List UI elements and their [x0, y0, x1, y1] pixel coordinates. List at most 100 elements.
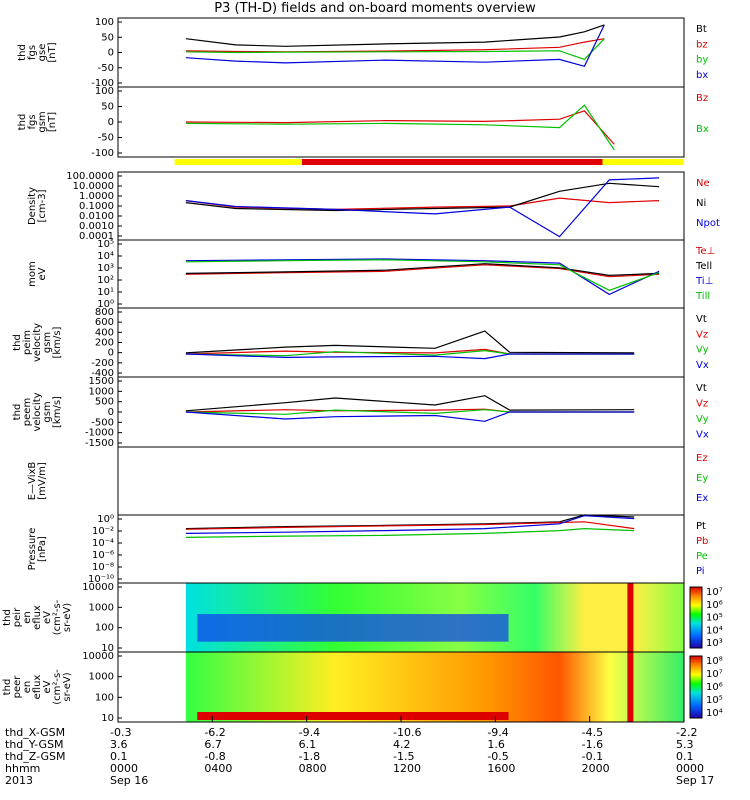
legend-label: Vz: [696, 399, 708, 410]
legend-label: Npot: [696, 218, 720, 229]
y-axis-label: mom: [27, 261, 38, 287]
mode-bar-segment: [602, 159, 684, 165]
colorbar-tick-label: 10³: [706, 638, 723, 649]
legend-label: Pb: [696, 536, 708, 547]
y-axis-label: [nT]: [47, 112, 58, 132]
y-tick-label: -200: [91, 358, 114, 369]
y-axis-label: gse: [37, 44, 48, 62]
ephemeris-value: 2000: [581, 762, 610, 775]
y-tick-label: 10⁻⁴: [92, 538, 114, 549]
mode-bar-segment: [301, 159, 603, 165]
ephemeris-row-label: thd_Y-GSM: [5, 738, 64, 751]
y-axis-label: gsm: [42, 401, 53, 422]
y-axis-label: [km/s]: [52, 326, 63, 358]
legend-label: Bt: [696, 24, 707, 35]
series-line: [185, 515, 635, 534]
y-tick-label: -1000: [85, 428, 114, 439]
legend-label: Ex: [696, 493, 708, 504]
y-axis-label: eV: [37, 267, 48, 280]
ephemeris-row-label: thd_Z-GSM: [5, 750, 66, 763]
legend-label: Till: [695, 291, 710, 302]
series-line: [185, 24, 605, 47]
series-line: [185, 348, 635, 355]
y-axis-label: fgs: [27, 45, 38, 60]
ephemeris-value: 1.6: [487, 738, 505, 751]
colorbar-tick-label: 10⁷: [706, 587, 723, 598]
y-tick-label: 10⁰: [97, 514, 114, 525]
legend-label: Ti⊥: [695, 276, 713, 287]
y-tick-label: 0: [108, 407, 114, 418]
ephemeris-value: -9.4: [298, 726, 321, 739]
series-line: [185, 514, 635, 530]
legend-label: Vz: [696, 329, 708, 340]
y-axis-label: thd: [12, 404, 23, 421]
y-axis-label: thd: [12, 334, 23, 351]
y-tick-label: 0: [108, 117, 114, 128]
ephemeris-value: 0.1: [676, 750, 694, 763]
y-tick-label: -1500: [85, 438, 114, 449]
ephemeris-value: -10.6: [393, 726, 422, 739]
series-line: [185, 521, 635, 530]
y-axis-label: gsm: [42, 332, 53, 353]
series-line: [185, 104, 615, 151]
y-tick-label: 1500: [89, 376, 114, 387]
legend-label: Vx: [696, 360, 709, 371]
y-tick-label: 10⁻⁸: [92, 562, 114, 573]
ephemeris-value: -1.6: [581, 738, 604, 751]
y-axis-label: E—VixB: [27, 462, 38, 501]
y-tick-label: 10³: [97, 263, 114, 274]
y-tick-label: 10000: [82, 582, 114, 593]
legend-label: Te⊥: [695, 246, 715, 257]
y-axis-label: peer: [12, 675, 23, 699]
y-axis-label: en: [22, 611, 33, 624]
y-axis-label: velocity: [32, 392, 43, 431]
y-tick-label: 0: [108, 348, 114, 359]
ephemeris-value: 6.7: [204, 738, 222, 751]
y-tick-label: 1000: [89, 602, 114, 613]
series-line: [185, 263, 660, 277]
legend-label: Bx: [696, 124, 709, 135]
y-tick-label: 10.0000: [73, 181, 114, 192]
colorbar-tick-label: 10⁵: [706, 613, 723, 624]
y-axis-label: (cm²-s-: [52, 599, 63, 635]
ephemeris-value: -0.8: [204, 750, 226, 763]
ephemeris-value: -1.8: [298, 750, 321, 763]
series-line: [185, 527, 635, 538]
series-line: [185, 24, 605, 68]
spectrogram-high-flux: [197, 712, 509, 720]
spectrogram-spike: [627, 583, 634, 652]
y-tick-label: 400: [95, 327, 114, 338]
y-tick-label: 10⁻⁶: [92, 550, 114, 561]
y-axis-label: [nPa]: [37, 536, 48, 562]
ephemeris-value: -1.5: [393, 750, 415, 763]
legend-label: Ni: [696, 198, 706, 209]
ephemeris-value: 3.6: [110, 738, 128, 751]
ephemeris-value: -9.4: [487, 726, 509, 739]
y-axis-label: [km/s]: [52, 396, 63, 428]
y-axis-label: peem: [22, 398, 33, 426]
y-axis-label: sr-eV): [62, 603, 73, 632]
legend-label: Pe: [696, 551, 708, 562]
y-tick-label: 10⁻²: [92, 526, 114, 537]
y-axis-label: peir: [12, 607, 23, 627]
ephemeris-value: -0.5: [487, 750, 509, 763]
y-axis-label: sr-eV): [62, 672, 73, 701]
y-tick-label: 0.0100: [79, 211, 114, 222]
y-tick-label: 10⁵: [97, 239, 114, 250]
y-tick-label: -400: [91, 368, 114, 379]
legend-label: Vy: [696, 414, 709, 425]
y-axis-label: eV: [42, 680, 53, 693]
y-axis-label: eflux: [32, 675, 43, 700]
legend-label: Vx: [696, 430, 709, 441]
colorbar: [689, 586, 703, 649]
y-tick-label: 1.0000: [79, 191, 114, 202]
y-tick-label: 10: [101, 713, 114, 724]
y-axis-label: fgs: [27, 114, 38, 129]
ephemeris-value: 4.2: [393, 738, 411, 751]
legend-label: by: [696, 55, 708, 66]
legend-label: bx: [696, 70, 708, 81]
y-tick-label: 50: [101, 102, 114, 113]
series-line: [185, 177, 660, 238]
y-axis-label: [cm-3]: [37, 189, 48, 222]
colorbar-tick-label: 10⁵: [706, 695, 723, 706]
